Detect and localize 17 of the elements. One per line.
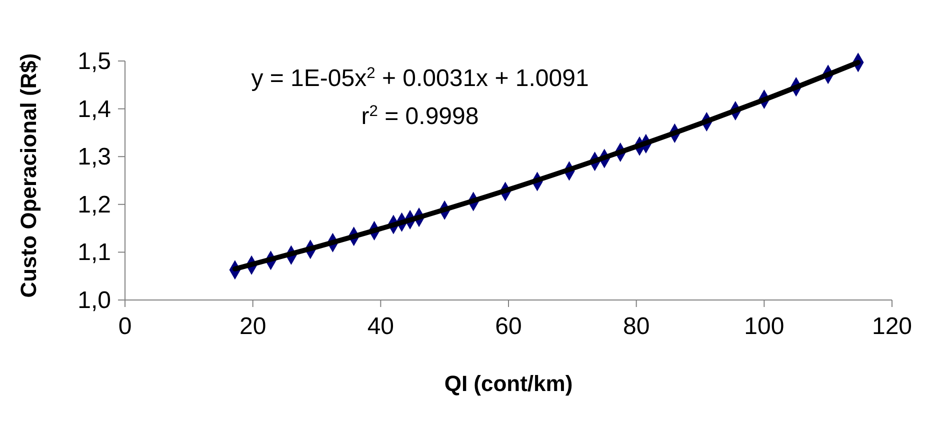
y-tick-label: 1,3 <box>78 144 111 171</box>
y-tick-label: 1,4 <box>78 96 111 123</box>
y-tick-label: 1,2 <box>78 191 111 218</box>
x-tick-label: 120 <box>872 313 912 340</box>
x-tick-label: 60 <box>495 313 522 340</box>
x-tick-label: 0 <box>118 313 132 340</box>
y-tick-label: 1,5 <box>78 48 111 75</box>
x-tick-label: 100 <box>744 313 784 340</box>
x-tick-label: 80 <box>622 313 650 340</box>
y-tick-label: 1,1 <box>78 239 111 266</box>
x-tick-label: 40 <box>367 313 394 340</box>
x-axis-title: QI (cont/km) <box>444 371 573 396</box>
annotation: r$^{2}$ = 0.9998 <box>361 102 479 130</box>
y-tick-label: 1,0 <box>78 287 111 314</box>
annotation: y = 1E-05x$^{2}$ + 0.0031x + 1.0091 <box>251 64 589 92</box>
y-axis-title: Custo Operacional (R$) <box>16 53 41 298</box>
x-tick-label: 20 <box>239 313 266 340</box>
